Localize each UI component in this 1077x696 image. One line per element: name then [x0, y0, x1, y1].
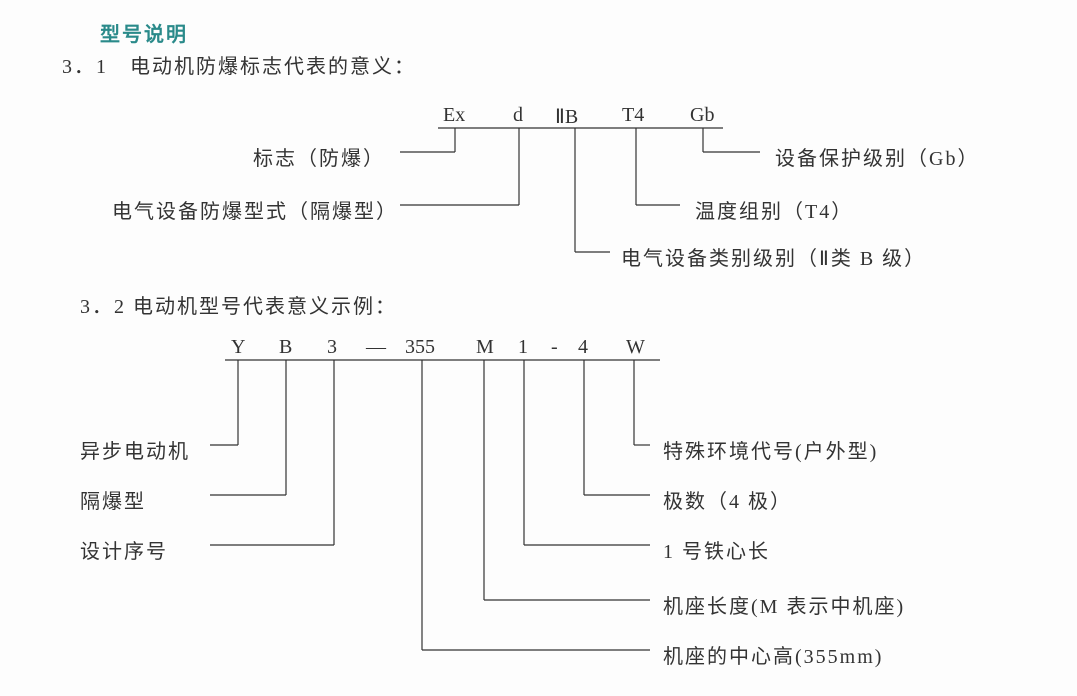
page: 型号说明 3．1 电动机防爆标志代表的意义： Ex d ⅡB T4 Gb 标志（… [0, 0, 1077, 696]
connector-lines [0, 0, 1077, 696]
